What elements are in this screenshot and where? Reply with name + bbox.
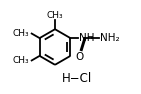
Text: CH₃: CH₃ <box>13 29 29 38</box>
Text: O: O <box>76 52 84 62</box>
Text: NH₂: NH₂ <box>100 33 119 43</box>
Text: CH₃: CH₃ <box>47 11 63 20</box>
Text: H−Cl: H−Cl <box>62 72 92 85</box>
Text: CH₃: CH₃ <box>13 56 29 65</box>
Text: NH: NH <box>79 33 94 43</box>
